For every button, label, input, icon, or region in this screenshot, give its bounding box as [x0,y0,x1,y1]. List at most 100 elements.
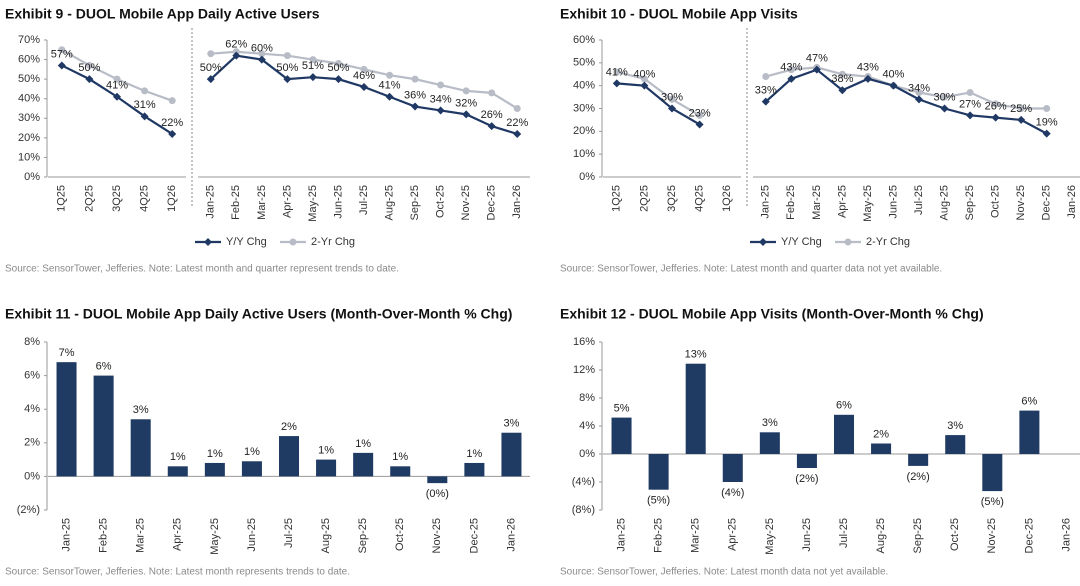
x-tick-label: Dec-25 [1023,518,1035,553]
point-marker [838,86,847,95]
x-tick-label: 3Q25 [111,185,123,212]
point-marker [1017,115,1026,124]
data-label: 34% [908,82,930,94]
point-marker [640,81,649,90]
point-marker [991,113,1000,122]
x-tick-label: Nov-25 [431,518,443,553]
x-tick-label: 1Q25 [56,185,68,212]
x-tick-label: Oct-25 [949,518,961,551]
x-tick-label: Jun-25 [801,518,813,552]
x-tick-label: Mar-25 [690,518,702,553]
point-marker [668,104,676,113]
x-tick-label: Mar-25 [811,185,823,220]
data-label: 30% [661,91,683,103]
data-label: 57% [51,48,73,60]
series-line [765,68,1048,135]
y-tick-label: 2% [24,437,40,449]
x-tick-label: Aug-25 [938,185,950,220]
bar [241,461,262,477]
data-label: (2%) [907,471,930,483]
data-label: (0%) [426,488,449,500]
data-label: 1% [318,445,334,457]
point-marker [57,61,66,70]
x-tick-label: Aug-25 [875,518,887,553]
point-marker [1042,129,1051,138]
point-marker [207,50,215,58]
data-label: 1% [392,451,408,463]
x-tick-label: Feb-25 [785,185,797,220]
data-label: 22% [506,117,528,129]
bar [871,443,892,454]
x-tick-label: Dec-25 [468,518,480,553]
data-label: 50% [78,62,100,74]
x-tick-label: Jan-25 [615,518,627,552]
point-marker [761,97,770,106]
series-line [765,66,1047,110]
point-marker [85,75,94,84]
y-tick-label: 40% [18,93,40,105]
data-label: 40% [633,69,655,81]
data-label: 34% [430,93,452,105]
chart-title: Exhibit 11 - DUOL Mobile App Daily Activ… [5,306,512,322]
point-marker [257,55,266,64]
data-label: 2% [873,428,889,440]
bar [167,466,188,477]
point-marker [488,89,496,97]
data-label: 50% [276,62,298,74]
x-tick-label: Apr-25 [172,518,184,551]
data-label: 41% [606,66,628,78]
series-line [616,70,701,117]
x-tick-label: Jan-25 [760,185,772,219]
data-label: 23% [689,107,711,119]
x-tick-label: 2Q25 [83,185,95,212]
point-marker [612,79,621,88]
bar [945,435,966,454]
point-marker [863,74,872,83]
x-tick-label: Sep-25 [964,185,976,220]
data-label: 2% [281,421,297,433]
point-marker [940,104,949,113]
point-marker [787,74,796,83]
data-label: 40% [882,69,904,81]
chart-title: Exhibit 9 - DUOL Mobile App Daily Active… [5,6,320,22]
point-marker [966,111,975,120]
data-label: 50% [200,62,222,74]
x-tick-label: Jan-25 [205,185,217,219]
x-tick-label: Oct-25 [435,185,447,218]
bar [611,417,632,454]
point-marker [513,129,522,138]
bar [982,454,1003,492]
data-label: (5%) [981,496,1004,508]
point-marker [812,65,821,74]
data-label: (2%) [795,473,818,485]
data-label: 27% [959,98,981,110]
bar [1019,410,1040,454]
x-tick-label: 2Q25 [638,185,650,212]
data-label: (5%) [647,495,670,507]
x-tick-label: May-25 [209,518,221,555]
data-label: 1% [466,448,482,460]
point-marker [915,95,923,104]
data-label: 50% [327,62,349,74]
point-marker [258,50,266,58]
point-marker [206,75,215,84]
data-label: 26% [985,101,1007,113]
legend-marker [759,238,767,246]
point-marker [140,112,149,121]
y-tick-label: 16% [573,336,595,348]
y-tick-label: 30% [573,102,595,114]
point-marker [283,75,292,84]
x-tick-label: Apr-25 [836,185,848,218]
y-tick-label: 10% [573,148,595,160]
y-tick-label: 6% [24,370,40,382]
y-tick-label: 0% [24,171,40,183]
data-label: (4%) [721,487,744,499]
point-marker [487,122,496,131]
y-tick-label: 8% [579,392,595,404]
bar [722,454,743,482]
data-label: 36% [404,89,426,101]
data-label: 3% [947,420,963,432]
chart-title: Exhibit 12 - DUOL Mobile App Visits (Mon… [560,306,984,322]
point-marker [762,73,770,81]
